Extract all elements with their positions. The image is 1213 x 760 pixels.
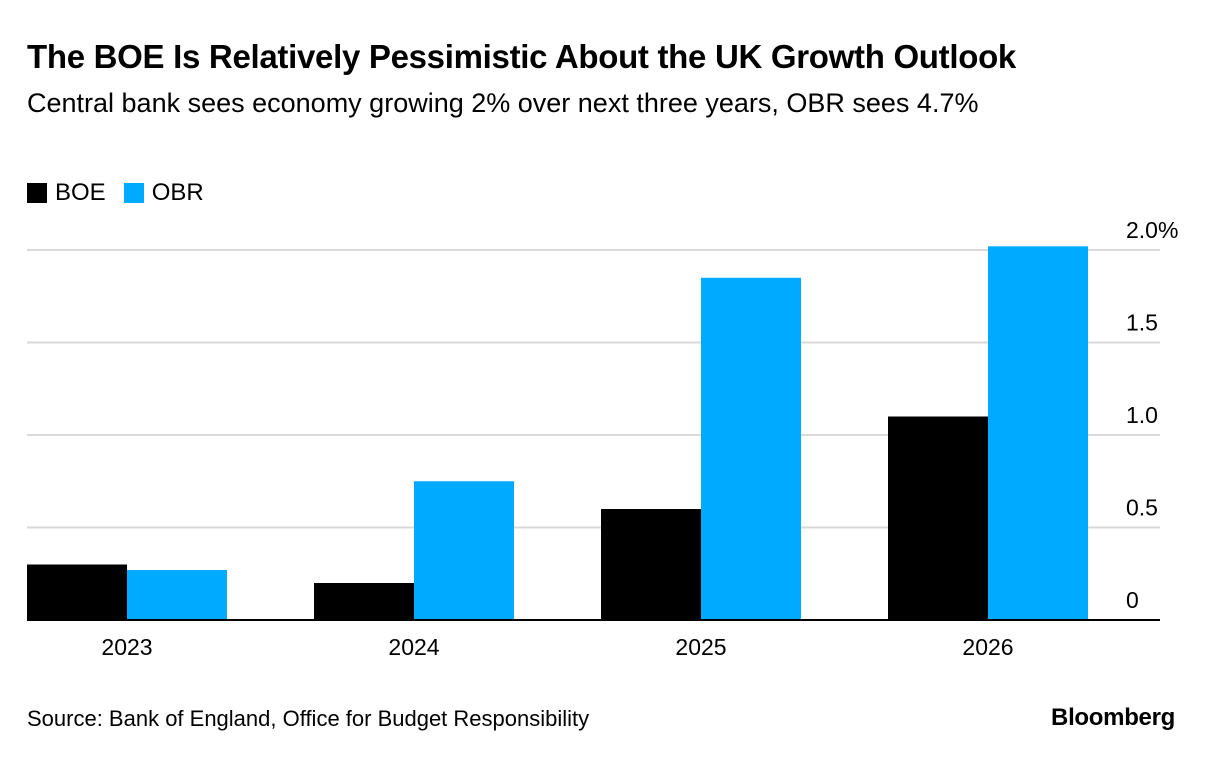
legend-swatch-boe [27,183,47,203]
source-note: Source: Bank of England, Office for Budg… [27,706,590,731]
legend-item-obr: OBR [123,179,204,207]
bloomberg-logo: Bloomberg [1051,704,1175,731]
bar-obr-2024 [414,481,514,620]
y-tick-label: 1.5 [1126,310,1158,336]
x-tick-label: 2024 [388,634,439,660]
y-tick-label: 1.0 [1126,402,1158,428]
x-tick-label: 2023 [101,634,152,660]
x-tick-label: 2025 [675,634,726,660]
bar-obr-2026 [988,246,1088,621]
chart-subtitle: Central bank sees economy growing 2% ove… [27,88,979,118]
bar-boe-2024 [314,583,414,620]
bar-obr-2025 [701,277,801,620]
y-tick-label: 0 [1126,587,1139,613]
legend-item-boe: BOE [27,179,106,207]
bar-boe-2023 [27,564,127,620]
y-tick-label: 2.0% [1126,217,1178,243]
y-tick-label: 0.5 [1126,495,1158,521]
legend-label-obr: OBR [151,179,204,206]
legend-label-boe: BOE [55,179,106,206]
legend: BOE OBR [27,178,222,208]
x-tick-label: 2026 [962,634,1013,660]
bar-obr-2023 [127,570,227,620]
legend-swatch-obr [123,183,144,203]
chart-title: The BOE Is Relatively Pessimistic About … [27,38,1016,75]
bar-boe-2025 [601,509,701,620]
bar-boe-2026 [888,416,988,620]
